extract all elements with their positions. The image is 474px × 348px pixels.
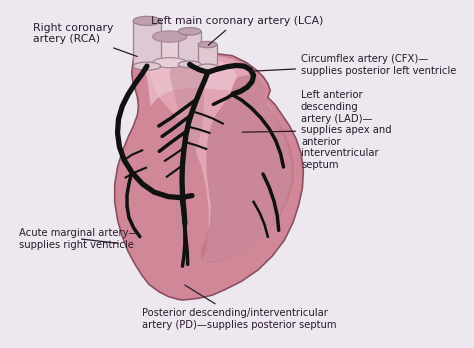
Ellipse shape [153, 58, 187, 68]
Ellipse shape [178, 61, 201, 68]
Ellipse shape [178, 27, 201, 35]
Text: Left anterior
descending
artery (LAD)—
supplies apex and
anterior
interventricul: Left anterior descending artery (LAD)— s… [242, 90, 392, 170]
Ellipse shape [153, 31, 187, 42]
Polygon shape [198, 45, 217, 67]
Polygon shape [201, 73, 294, 263]
Ellipse shape [133, 62, 161, 70]
Ellipse shape [198, 41, 217, 48]
Text: Circumflex artery (CFX)—
supplies posterior left ventricle: Circumflex artery (CFX)— supplies poster… [252, 54, 456, 76]
Text: Posterior descending/interventricular
artery (PD)—supplies posterior septum: Posterior descending/interventricular ar… [142, 285, 337, 330]
Text: Left main coronary artery (LCA): Left main coronary artery (LCA) [151, 16, 323, 45]
Text: Acute marginal artery—
supplies right ventricle: Acute marginal artery— supplies right ve… [19, 228, 138, 250]
Polygon shape [178, 31, 201, 64]
Ellipse shape [198, 64, 217, 70]
Polygon shape [115, 44, 303, 300]
Ellipse shape [133, 16, 161, 25]
Polygon shape [133, 21, 161, 66]
Polygon shape [153, 37, 187, 63]
Polygon shape [140, 49, 292, 262]
Text: Right coronary
artery (RCA): Right coronary artery (RCA) [33, 23, 137, 56]
Polygon shape [142, 54, 237, 106]
Polygon shape [170, 55, 204, 240]
